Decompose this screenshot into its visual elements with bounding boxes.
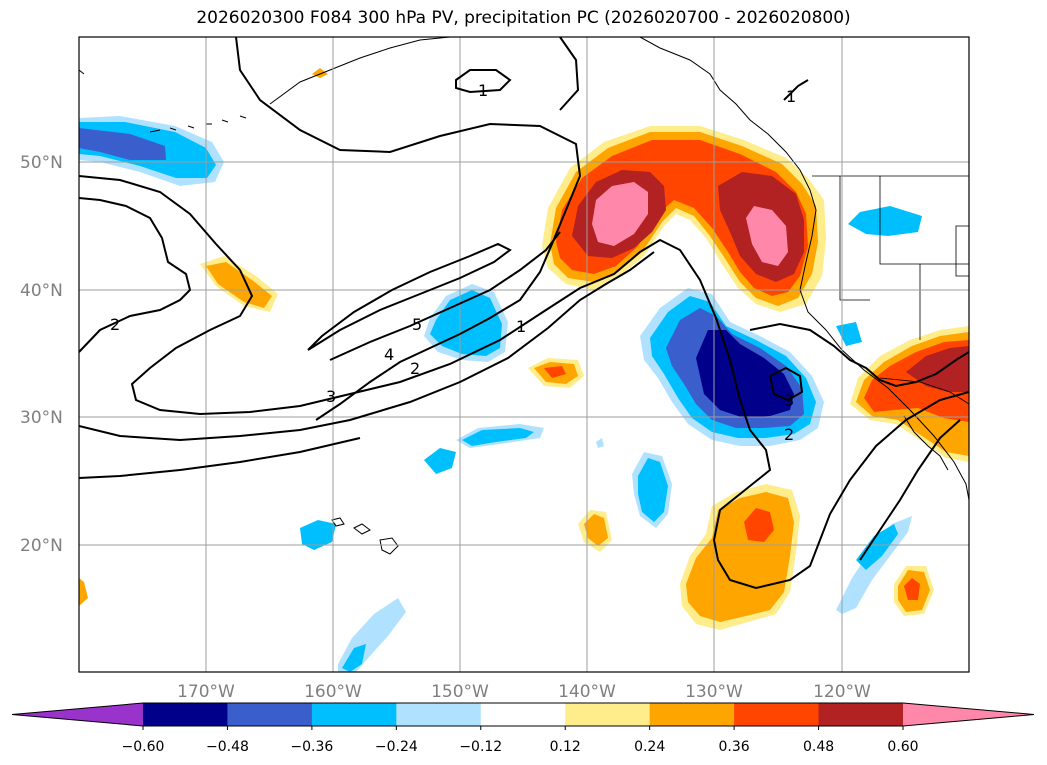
pv-contour-2-west [79, 437, 361, 479]
precip-negative-nw-mid [79, 128, 166, 160]
precip-negative-cal-core [696, 330, 794, 418]
precip-positive-ar-pink-e [746, 206, 788, 266]
map-content: 1 2 3 4 5 1 2 2 3 1 [79, 37, 969, 672]
coastline-baja [903, 415, 949, 471]
colorbar-bin [396, 703, 482, 726]
pv-label-2-cal: 2 [784, 425, 794, 444]
precip-positive-ar-pink-w [592, 182, 648, 246]
colorbar-bin [649, 703, 735, 726]
precip-shading [79, 68, 969, 672]
precip-positive-dateline [79, 578, 88, 606]
pv-label-1-coast: 1 [786, 87, 796, 106]
precip-negative-patch-f-core [856, 524, 898, 570]
colorbar-bin [311, 703, 397, 726]
border-states-1 [839, 176, 969, 340]
coastline-alaska [269, 37, 969, 501]
precip-negative-patch-a-core [462, 428, 534, 446]
precip-positive-south-red [744, 508, 774, 542]
lon-label-170w: 170°W [177, 682, 235, 702]
map-background [79, 37, 969, 672]
lat-label-30n: 30°N [20, 408, 63, 428]
pv-label-5: 5 [412, 315, 422, 334]
pv-label-4: 4 [384, 345, 394, 364]
lon-label-140w: 140°W [558, 682, 616, 702]
gridlines [79, 37, 969, 672]
precip-negative-patch-d [300, 520, 336, 550]
pv-contour-2-main [79, 175, 969, 590]
colorbar-tick-label: 0.60 [887, 739, 918, 755]
pv-label-1-east: 1 [516, 317, 526, 336]
map-title: 2026020300 F084 300 hPa PV, precipitatio… [196, 8, 851, 28]
pv-label-2-east: 2 [410, 359, 420, 378]
precip-negative-patch-e-core [342, 644, 366, 672]
map-frame [78, 36, 970, 673]
colorbar-bin [480, 703, 566, 726]
colorbar-tick-label: 0.24 [634, 739, 665, 755]
lon-label-130w: 130°W [685, 682, 743, 702]
colorbar-bin [818, 703, 904, 726]
precip-positive-168w-core [206, 262, 272, 308]
precip-negative-patch-c-core [638, 458, 668, 522]
pv-contour-cal [749, 322, 969, 388]
pv-contours [79, 37, 969, 590]
colorbar-tick-label: −0.48 [206, 739, 249, 755]
colorbar-tick-label: −0.24 [375, 739, 418, 755]
lon-label-160w: 160°W [304, 682, 362, 702]
lat-label-20n: 20°N [20, 536, 63, 556]
pv-labels: 1 2 3 4 5 1 2 2 3 1 [110, 81, 796, 444]
colorbar-bin [143, 703, 228, 726]
pv-label-3-cal: 3 [784, 391, 794, 410]
precip-positive-patch-b-peak [904, 578, 920, 600]
coastline-aleutians [79, 69, 247, 133]
pv-contour-4 [329, 231, 561, 361]
pv-contour-3 [79, 251, 655, 442]
colorbar: −0.60 −0.48 −0.36 −0.24 −0.12 0.12 0.24 0.36 0.4… [11, 702, 1035, 755]
political-borders [812, 37, 969, 405]
pv-contour-5 [307, 242, 512, 351]
lon-label-150w: 150°W [431, 682, 489, 702]
pv-contour-1-north [235, 37, 582, 421]
lat-label-40n: 40°N [20, 281, 63, 301]
colorbar-bin [734, 703, 820, 726]
colorbar-tick-label: 0.36 [719, 739, 750, 755]
colorbar-extend-max [903, 703, 1034, 726]
colorbar-tick-label: −0.60 [122, 739, 165, 755]
precip-negative-patch-b [424, 448, 456, 474]
pv-contour-2-outer [79, 197, 192, 353]
colorbar-tick-label: −0.36 [290, 739, 333, 755]
colorbar-tick-label: −0.12 [459, 739, 502, 755]
pv-label-north: 1 [478, 81, 488, 100]
precip-negative-patch-i [596, 438, 604, 448]
pv-contour-1-small [455, 69, 512, 94]
border-us-mexico [879, 377, 969, 405]
colorbar-extend-min [12, 703, 143, 726]
lat-label-50n: 50°N [20, 153, 63, 173]
precip-positive-142w-peak [544, 366, 566, 378]
coastline-hawaii [331, 517, 399, 555]
colorbar-tick-label: 0.12 [550, 739, 581, 755]
precip-negative-patch-g [848, 206, 922, 236]
pv-contour-3-small [768, 366, 804, 402]
pv-label-west-2: 2 [110, 315, 120, 334]
lon-label-120w: 120°W [813, 682, 871, 702]
colorbar-tick-label: 0.48 [803, 739, 834, 755]
colorbar-bin [565, 703, 651, 726]
pv-contour-1-coast [783, 79, 961, 561]
precip-positive-patch-a-core [584, 514, 608, 546]
pv-label-3: 3 [326, 387, 336, 406]
coastlines [79, 37, 969, 555]
colorbar-bin [227, 703, 313, 726]
longitude-labels: 170°W 160°W 150°W 140°W 130°W 120°W [177, 682, 871, 702]
latitude-labels: 50°N 40°N 30°N 20°N [20, 153, 63, 556]
